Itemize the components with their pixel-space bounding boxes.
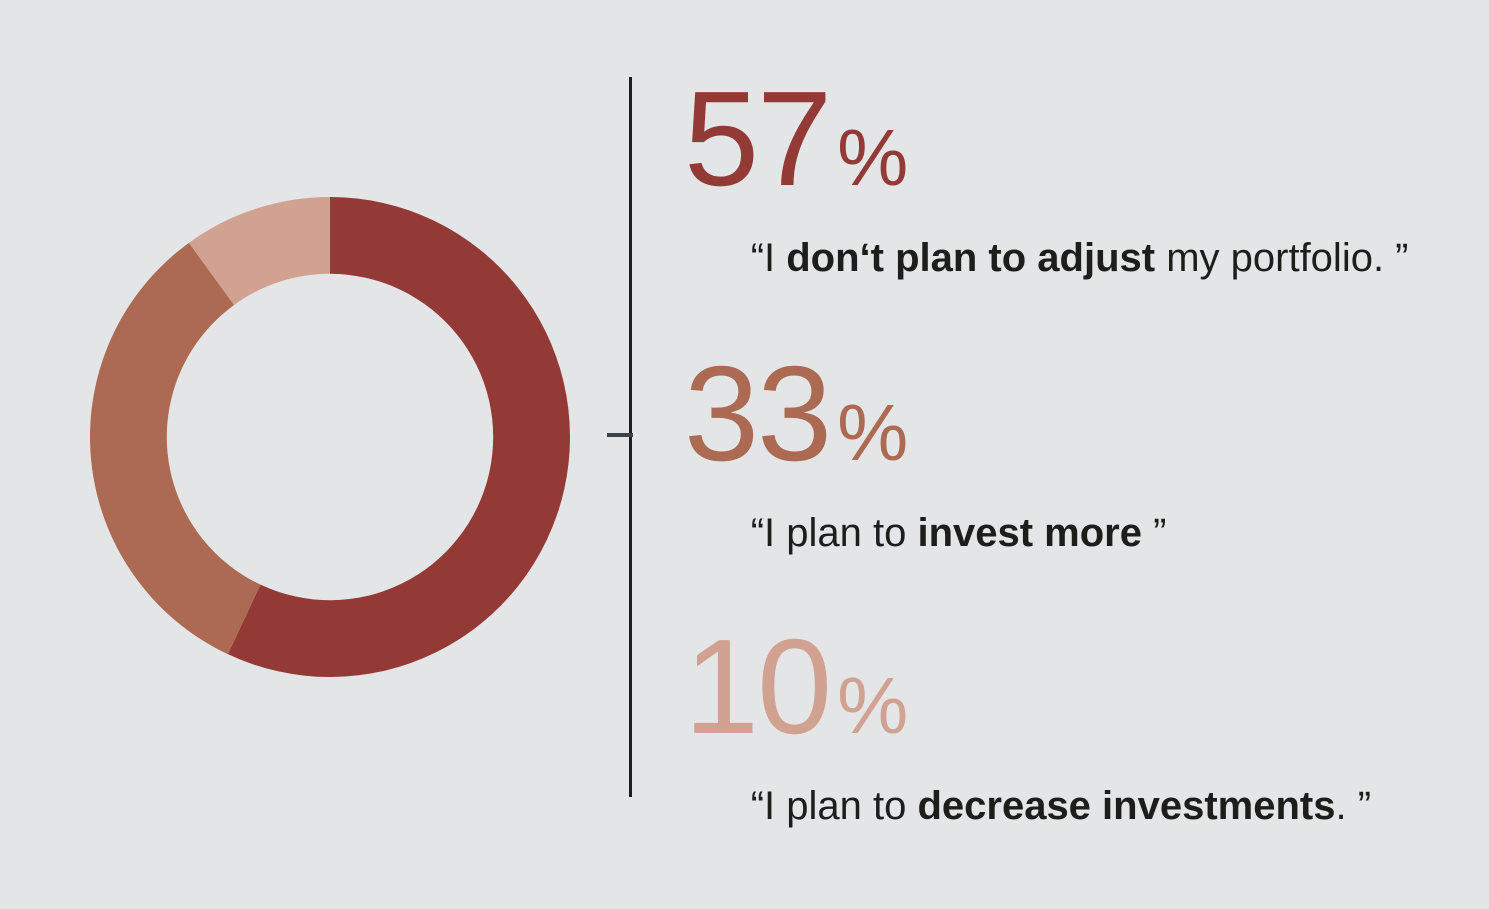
quote-prefix: “I plan to [750, 511, 918, 555]
stat-quote: “I plan to invest more ” [684, 473, 1167, 593]
stat-block-decrease: 10% “I plan to decrease investments. ” [684, 619, 1371, 866]
divider-tick [607, 433, 633, 437]
percent-sign: % [837, 113, 909, 202]
quote-bold: decrease investments [917, 784, 1336, 828]
percent-sign: % [837, 388, 909, 477]
percent-sign: % [837, 661, 909, 750]
quote-bold: invest more [917, 511, 1142, 555]
donut-segment-10 [188, 197, 330, 305]
stat-value: 33% [684, 346, 1166, 481]
stat-number: 33 [684, 338, 832, 489]
quote-suffix: my portfolio. ” [1155, 236, 1409, 280]
stat-block-invest-more: 33% “I plan to invest more ” [684, 346, 1166, 593]
stat-value: 10% [684, 619, 1371, 754]
donut-segment-57 [227, 197, 570, 677]
divider-line [629, 77, 632, 797]
quote-bold: don‘t plan to adjust [786, 236, 1156, 280]
quote-prefix: “I [750, 236, 787, 280]
quote-suffix: . ” [1335, 784, 1372, 828]
stat-value: 57% [684, 71, 1409, 206]
stat-block-no-adjust: 57% “I don‘t plan to adjust my portfolio… [684, 71, 1409, 318]
quote-suffix: ” [1141, 511, 1167, 555]
donut-segment-33 [90, 242, 261, 655]
donut-chart [90, 197, 570, 677]
stat-number: 10 [684, 611, 832, 762]
quote-prefix: “I plan to [750, 784, 918, 828]
stat-quote: “I plan to decrease investments. ” [684, 746, 1371, 866]
stat-quote: “I don‘t plan to adjust my portfolio. ” [684, 198, 1409, 318]
stat-number: 57 [684, 63, 832, 214]
